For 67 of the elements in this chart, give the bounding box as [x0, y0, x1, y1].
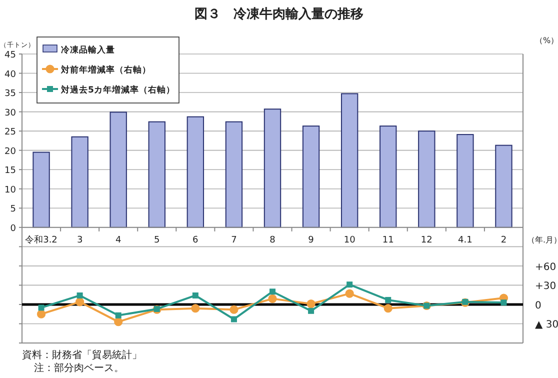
text: 資料：財務省「貿易統計」 — [22, 349, 142, 361]
point — [76, 292, 83, 298]
bar — [148, 121, 166, 228]
point — [268, 294, 277, 303]
x-tick-label: 7 — [231, 235, 237, 246]
point — [76, 298, 84, 306]
point — [115, 312, 122, 318]
point — [384, 304, 392, 313]
x-tick-label: 9 — [308, 235, 314, 246]
point — [385, 296, 392, 303]
x-tick-label: 3 — [76, 235, 83, 246]
bar — [302, 126, 320, 228]
y-tick-label: 40 — [4, 70, 16, 80]
point — [500, 300, 507, 306]
y2-tick-label: +30 — [535, 281, 556, 292]
bar — [495, 144, 512, 228]
y-tick-label: 0 — [10, 224, 16, 234]
legend-label: 対過去5カ年増減率（右軸） — [60, 84, 175, 96]
x-tick-label: 6 — [192, 235, 199, 246]
x-tick-label: 10 — [344, 235, 356, 246]
y-tick-label: 5 — [10, 204, 16, 215]
point — [308, 308, 314, 314]
y-tick-label: 20 — [4, 146, 16, 157]
point — [36, 310, 46, 318]
point — [306, 300, 316, 308]
y-tick-label: 10 — [4, 185, 16, 196]
x-tick-label: 4.1 — [458, 235, 472, 246]
bar — [225, 121, 243, 228]
y2-axis-title: （%） — [535, 36, 558, 45]
point — [230, 316, 237, 322]
bar — [110, 112, 127, 228]
x-tick-label: 令和3.2 — [25, 234, 58, 246]
point — [346, 282, 353, 288]
chart-title: 図３ 冷凍牛肉輸入量の推移 — [194, 6, 364, 22]
x-tick-label: 2 — [500, 235, 507, 246]
text: 注：部分肉ベース。 — [34, 362, 124, 374]
bar — [456, 134, 474, 228]
x-tick-label: 8 — [270, 235, 276, 246]
bar — [32, 152, 50, 228]
y-tick-label: 30 — [4, 108, 16, 118]
legend-label: 対前年増減率（右軸） — [60, 64, 151, 76]
y2-tick-label: +60 — [535, 262, 556, 273]
bar — [264, 108, 282, 228]
x-axis-title: （年.月） — [527, 235, 558, 244]
x-tick-label: 11 — [382, 235, 394, 246]
bar — [418, 130, 436, 228]
point — [192, 292, 198, 298]
point — [345, 289, 354, 298]
point — [230, 305, 238, 314]
y2-tick-label: 0 — [535, 300, 542, 312]
y-tick-label: 45 — [4, 50, 16, 60]
y-tick-label: 15 — [4, 166, 16, 176]
legend-label: 冷凍品輸入量 — [61, 44, 115, 56]
bar — [71, 136, 88, 228]
x-tick-label: 12 — [420, 235, 432, 246]
bar — [186, 116, 204, 228]
bar — [340, 93, 358, 228]
point — [38, 304, 44, 311]
x-tick-label: 4 — [115, 235, 122, 246]
bar — [380, 126, 397, 228]
y2-tick-label: ▲ 30 — [535, 320, 558, 331]
point — [114, 318, 123, 326]
y-tick-label: 25 — [4, 128, 16, 138]
y-tick-label: 35 — [4, 89, 16, 100]
x-tick-label: 5 — [154, 235, 160, 246]
point — [191, 304, 200, 313]
point — [270, 288, 276, 295]
